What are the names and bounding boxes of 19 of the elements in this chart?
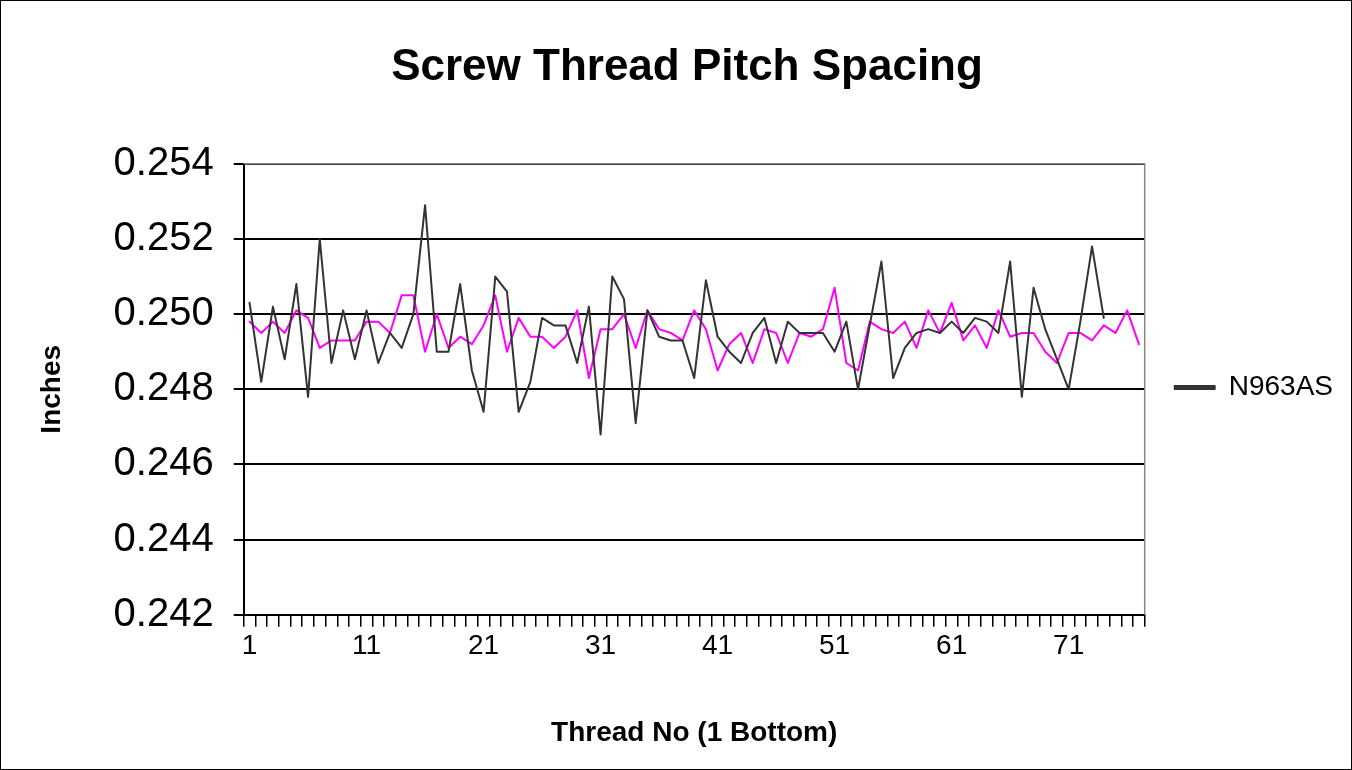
legend-label: N963AS xyxy=(1228,370,1334,402)
x-tick-label: 11 xyxy=(352,629,382,661)
x-tick-label: 41 xyxy=(702,629,734,661)
y-tick-label: 0.242 xyxy=(113,589,214,634)
x-tick-label: 31 xyxy=(585,629,617,661)
x-axis-title: Thread No (1 Bottom) xyxy=(551,715,838,747)
y-tick-label: 0.248 xyxy=(113,364,214,409)
y-tick-label: 0.254 xyxy=(113,138,214,183)
chart-title: Screw Thread Pitch Spacing xyxy=(391,39,983,89)
y-tick-label: 0.246 xyxy=(113,439,214,484)
x-tick-label: 51 xyxy=(819,629,851,661)
y-tick-label: 0.250 xyxy=(113,289,214,334)
y-tick-label: 0.252 xyxy=(113,214,214,258)
y-tick-label: 0.244 xyxy=(113,514,214,559)
x-tick-label: 21 xyxy=(468,629,500,661)
y-axis-title: Inches xyxy=(34,344,66,434)
x-tick-label: 71 xyxy=(1053,629,1085,661)
x-tick-label: 61 xyxy=(936,629,968,661)
x-tick-label: 1 xyxy=(241,629,258,661)
